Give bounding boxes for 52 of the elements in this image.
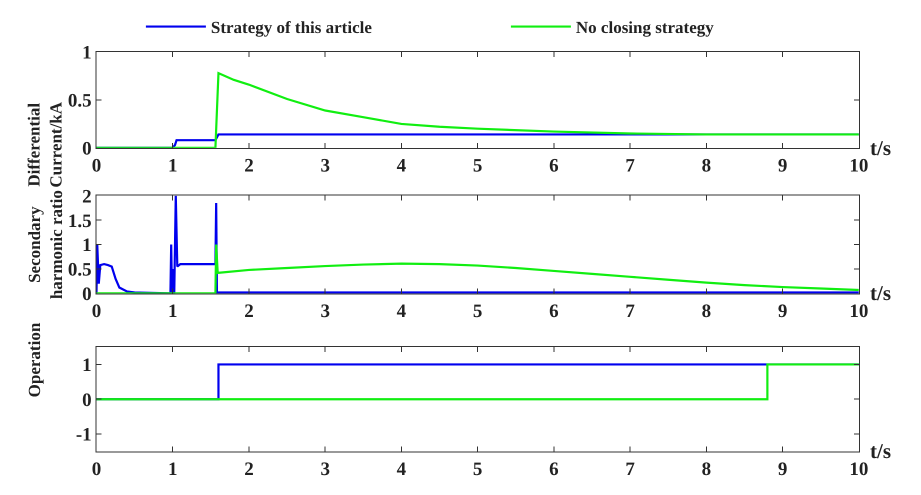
x-tick-label: 4 <box>396 301 407 322</box>
x-tick-label: 6 <box>549 301 559 322</box>
x-tick-label: 7 <box>625 301 636 322</box>
x-axis-title: t/s <box>870 136 891 160</box>
y-tick-label: 0 <box>82 138 92 160</box>
x-tick-label: 8 <box>702 156 712 177</box>
x-tick-label: 1 <box>168 459 178 480</box>
y-tick-label: -1 <box>76 424 92 446</box>
x-tick-label: 10 <box>849 156 868 177</box>
x-tick-label: 1 <box>168 301 178 322</box>
y-tick-label: 1 <box>82 235 92 256</box>
x-tick-label: 5 <box>472 301 482 322</box>
legend-label: Strategy of this article <box>210 18 372 38</box>
line-series <box>96 196 859 294</box>
x-tick-label: 5 <box>472 156 482 177</box>
y-tick-label: 0 <box>82 390 92 411</box>
x-tick-label: 2 <box>244 156 254 177</box>
x-tick-label: 2 <box>244 301 254 322</box>
y-tick-label: 1 <box>82 355 92 376</box>
x-tick-label: 9 <box>778 459 788 480</box>
x-tick-label: 4 <box>396 459 407 480</box>
y-tick-label: 0.5 <box>68 90 92 112</box>
x-tick-label: 9 <box>778 301 788 322</box>
y-tick-label: 0 <box>82 284 92 306</box>
x-tick-label: 7 <box>625 156 636 177</box>
y-tick-label: 2 <box>82 186 92 208</box>
x-tick-label: 3 <box>320 156 330 177</box>
x-tick-label: 6 <box>549 459 559 480</box>
line-series <box>96 243 859 294</box>
x-tick-label: 10 <box>849 301 868 322</box>
x-tick-label: 4 <box>396 156 407 177</box>
x-axis-title: t/s <box>870 281 891 305</box>
x-tick-label: 8 <box>702 459 712 480</box>
x-axis-title: t/s <box>870 439 891 463</box>
x-tick-label: 1 <box>168 156 178 177</box>
y-tick-label: 1 <box>82 42 92 64</box>
x-tick-label: 8 <box>702 301 712 322</box>
x-tick-label: 9 <box>778 156 788 177</box>
y-tick-label: 1.5 <box>68 210 92 232</box>
y-tick-label: 0.5 <box>68 260 92 281</box>
x-tick-label: 7 <box>625 459 636 480</box>
x-tick-label: 3 <box>320 459 330 480</box>
x-tick-label: 3 <box>320 301 330 322</box>
x-tick-label: 2 <box>244 459 254 480</box>
y-axis-title: Secondary harmonic ratio <box>25 190 66 300</box>
legend-label: No closing strategy <box>576 18 714 38</box>
x-tick-label: 5 <box>472 459 482 480</box>
line-series <box>96 72 859 148</box>
y-axis-title: Operation <box>24 322 44 398</box>
y-axis-title: Differential Current/kA <box>24 101 66 188</box>
x-tick-label: 6 <box>549 156 559 177</box>
x-tick-label: 10 <box>849 459 868 480</box>
